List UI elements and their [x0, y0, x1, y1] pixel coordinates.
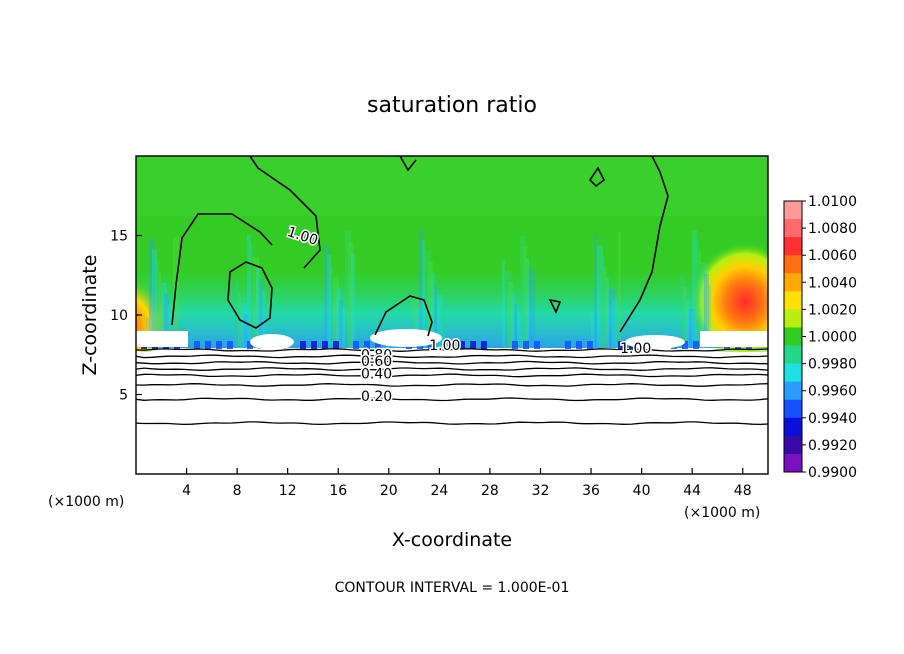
colorbar-swatch	[784, 255, 802, 274]
x-tick-label: 8	[233, 483, 242, 499]
contour-label: 0.60	[361, 354, 392, 370]
x-unit-right: (×1000 m)	[684, 505, 760, 521]
colorbar-swatch	[784, 273, 802, 292]
x-unit-left: (×1000 m)	[48, 494, 124, 510]
x-axis-label: X-coordinate	[392, 529, 512, 551]
contour-line	[135, 354, 769, 359]
contour-line	[135, 421, 769, 426]
colorbar-swatch	[784, 237, 802, 256]
contour-line	[135, 373, 769, 378]
y-axis-label: Z-coordinate	[79, 255, 101, 376]
x-tick-label: 24	[430, 483, 448, 499]
colorbar-swatch	[784, 345, 802, 365]
colorbar-swatch	[784, 219, 802, 238]
x-tick-label: 16	[329, 483, 347, 499]
y-tick-label: 10	[110, 308, 128, 324]
colorbar-label: 0.9980	[808, 357, 857, 373]
colorbar-swatch	[784, 363, 802, 383]
x-tick-label: 20	[380, 483, 398, 499]
x-tick-label: 4	[182, 483, 191, 499]
contour-line	[135, 348, 769, 352]
colorbar-swatch	[784, 291, 802, 310]
x-tick-label: 40	[633, 483, 651, 499]
contour-label: 0.80	[361, 348, 392, 364]
colorbar-label: 0.9900	[808, 465, 857, 481]
x-tick-label: 36	[582, 483, 600, 499]
x-tick-label: 32	[532, 483, 550, 499]
colorbar-swatch	[784, 309, 802, 328]
colorbar-label: 1.0000	[808, 330, 857, 346]
colorbar-label: 1.0060	[808, 248, 857, 264]
contour-label: 1.00	[429, 338, 460, 354]
colorbar-swatch	[784, 201, 802, 220]
colorbar-swatch	[784, 381, 802, 401]
contour-line	[135, 360, 768, 365]
colorbar-label: 1.0080	[808, 221, 857, 237]
colorbar-label: 0.9940	[808, 411, 857, 427]
colorbar-label: 1.0100	[808, 194, 857, 210]
chart-title: saturation ratio	[367, 93, 537, 118]
contour-line	[135, 367, 769, 371]
x-tick-label: 28	[481, 483, 499, 499]
y-tick-label: 5	[119, 388, 128, 404]
contour-line	[135, 397, 769, 402]
contour-label: 1.00	[620, 341, 651, 357]
colorbar-label: 0.9960	[808, 384, 857, 400]
colorbar-swatch	[784, 417, 802, 437]
x-tick-label: 48	[734, 483, 752, 499]
colorbar-label: 1.0040	[808, 275, 857, 291]
x-tick-label: 44	[683, 483, 701, 499]
colorbar-swatch	[784, 399, 802, 419]
colorbar-label: 1.0020	[808, 302, 857, 318]
contour-line	[135, 383, 769, 387]
colorbar-swatch	[784, 435, 802, 455]
y-tick-label: 15	[110, 229, 128, 245]
contour-interval-footer: CONTOUR INTERVAL = 1.000E-01	[335, 580, 570, 596]
colorbar-label: 0.9920	[808, 438, 857, 454]
contour-label: 0.20	[361, 389, 392, 405]
colorbar-swatch	[784, 327, 802, 347]
heatmap-field	[136, 156, 768, 474]
x-tick-label: 12	[279, 483, 297, 499]
contour-label: 0.40	[361, 367, 392, 383]
colorbar: 1.0100 1.0080 1.0060 1.0040 1.0020 1.0000 0.99…	[783, 194, 857, 481]
colorbar-swatch	[784, 453, 802, 473]
